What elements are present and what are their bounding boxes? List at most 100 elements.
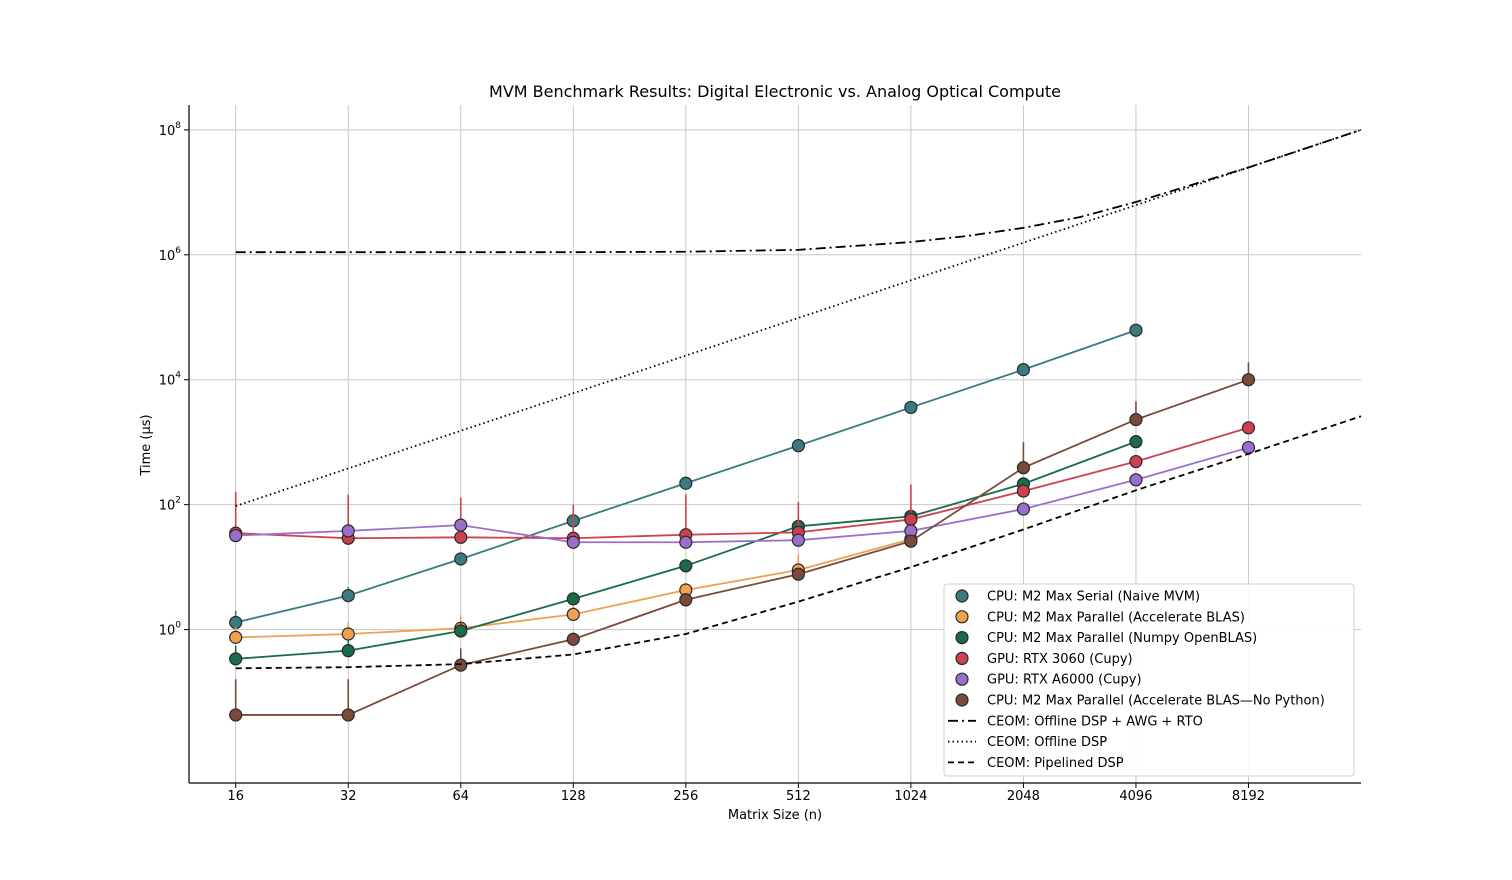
series-line bbox=[235, 446, 1249, 544]
series-line bbox=[235, 378, 1249, 716]
legend: CPU: M2 Max Serial (Naive MVM) CPU: M2 Ma… bbox=[943, 583, 1355, 777]
data-point bbox=[454, 518, 468, 532]
data-point bbox=[904, 400, 918, 415]
x-tick-label: 16 bbox=[227, 789, 244, 804]
data-point bbox=[229, 652, 243, 666]
data-point bbox=[341, 524, 355, 538]
legend-label: GPU: RTX 3060 (Cupy) bbox=[987, 652, 1133, 667]
legend-label: CPU: M2 Max Serial (Naive MVM) bbox=[987, 590, 1200, 605]
data-point bbox=[791, 567, 805, 581]
series-3 bbox=[229, 421, 1256, 545]
legend-marker bbox=[955, 672, 969, 686]
legend-item: CPU: M2 Max Parallel (Numpy OpenBLAS) bbox=[955, 630, 1257, 646]
series-2 bbox=[229, 435, 1143, 666]
legend-label: CEOM: Pipelined DSP bbox=[987, 756, 1124, 771]
data-point bbox=[1016, 363, 1031, 377]
data-point bbox=[679, 593, 693, 607]
data-point bbox=[679, 476, 693, 490]
data-point bbox=[454, 658, 468, 672]
legend-label: CPU: M2 Max Parallel (Accelerate BLAS) bbox=[987, 610, 1245, 625]
x-tick-label: 256 bbox=[673, 789, 698, 804]
legend-item: CEOM: Offline DSP + AWG + RTO bbox=[948, 714, 1203, 729]
legend-item: GPU: RTX A6000 (Cupy) bbox=[955, 672, 1142, 688]
data-point bbox=[1129, 454, 1143, 469]
y-tick-label: 106 bbox=[159, 246, 182, 264]
x-axis-label: Matrix Size (n) bbox=[728, 808, 822, 823]
series-layer bbox=[229, 129, 1362, 722]
series-5 bbox=[229, 362, 1256, 722]
legend-item: CPU: M2 Max Parallel (Accelerate BLAS) bbox=[955, 610, 1245, 625]
legend-item: GPU: RTX 3060 (Cupy) bbox=[955, 651, 1133, 667]
chart-title: MVM Benchmark Results: Digital Electroni… bbox=[489, 82, 1061, 101]
axes: 16 32 64 128 256 512 1024 2048 4096 8192 100 102 104… bbox=[159, 105, 1361, 804]
data-point bbox=[1016, 461, 1031, 475]
legend-label: CPU: M2 Max Parallel (Numpy OpenBLAS) bbox=[987, 631, 1257, 646]
data-point bbox=[1129, 323, 1143, 337]
data-point bbox=[566, 535, 580, 549]
data-point bbox=[1129, 435, 1143, 449]
series-line bbox=[235, 426, 1249, 540]
data-point bbox=[229, 528, 243, 543]
legend-marker bbox=[955, 589, 969, 603]
series-6 bbox=[235, 129, 1362, 254]
legend-label: CEOM: Offline DSP + AWG + RTO bbox=[987, 714, 1203, 729]
x-tick-label: 128 bbox=[561, 789, 586, 804]
legend-label: CPU: M2 Max Parallel (Accelerate BLAS—No… bbox=[987, 694, 1325, 709]
data-point bbox=[454, 530, 468, 544]
data-point bbox=[566, 607, 580, 622]
legend-marker bbox=[955, 630, 969, 645]
x-tick-label: 64 bbox=[452, 789, 469, 804]
legend-marker bbox=[955, 610, 969, 624]
legend-label: CEOM: Offline DSP bbox=[987, 735, 1107, 750]
legend-item: CPU: M2 Max Parallel (Accelerate BLAS—No… bbox=[955, 693, 1325, 709]
y-tick-label: 102 bbox=[159, 496, 181, 514]
y-tick-label: 104 bbox=[159, 371, 182, 389]
x-tick-label: 1024 bbox=[894, 789, 927, 804]
data-point bbox=[229, 615, 243, 630]
data-point bbox=[454, 624, 468, 638]
data-point bbox=[791, 439, 805, 453]
legend-item: CPU: M2 Max Serial (Naive MVM) bbox=[955, 589, 1200, 605]
x-tick-label: 4096 bbox=[1119, 789, 1152, 804]
data-point bbox=[341, 589, 355, 603]
series-4 bbox=[229, 440, 1256, 549]
data-point bbox=[791, 533, 805, 547]
legend-marker bbox=[955, 693, 969, 707]
data-point bbox=[566, 592, 580, 606]
data-point bbox=[229, 708, 243, 722]
series-0 bbox=[229, 323, 1143, 630]
data-point bbox=[904, 534, 918, 548]
y-tick-label: 108 bbox=[159, 121, 182, 139]
legend-box bbox=[943, 583, 1355, 777]
data-point bbox=[904, 512, 918, 527]
data-point bbox=[1241, 373, 1256, 387]
legend-marker bbox=[955, 651, 969, 666]
data-point bbox=[229, 630, 243, 644]
series-line bbox=[235, 129, 1362, 254]
data-point bbox=[1241, 440, 1256, 455]
data-point bbox=[454, 552, 468, 566]
data-point bbox=[1129, 412, 1143, 427]
x-tick-label: 512 bbox=[786, 789, 811, 804]
y-tick-label: 100 bbox=[159, 621, 182, 639]
data-point bbox=[1016, 484, 1031, 498]
x-tick-label: 32 bbox=[340, 789, 357, 804]
data-point bbox=[1016, 502, 1031, 516]
legend-item: CEOM: Pipelined DSP bbox=[948, 756, 1124, 771]
x-tick-label: 8192 bbox=[1232, 789, 1265, 804]
legend-label: GPU: RTX A6000 (Cupy) bbox=[987, 673, 1142, 688]
data-point bbox=[1129, 473, 1143, 487]
data-point bbox=[341, 644, 355, 658]
series-line bbox=[235, 415, 1362, 670]
data-point bbox=[679, 535, 693, 549]
data-point bbox=[341, 627, 355, 641]
series-8 bbox=[235, 415, 1362, 670]
legend-item: CEOM: Offline DSP bbox=[948, 735, 1107, 750]
data-point bbox=[1241, 421, 1256, 435]
data-point bbox=[341, 708, 355, 722]
data-point bbox=[566, 632, 580, 646]
y-axis-label: Time (μs) bbox=[139, 414, 154, 476]
x-tick-label: 2048 bbox=[1007, 789, 1040, 804]
data-point bbox=[679, 559, 693, 573]
